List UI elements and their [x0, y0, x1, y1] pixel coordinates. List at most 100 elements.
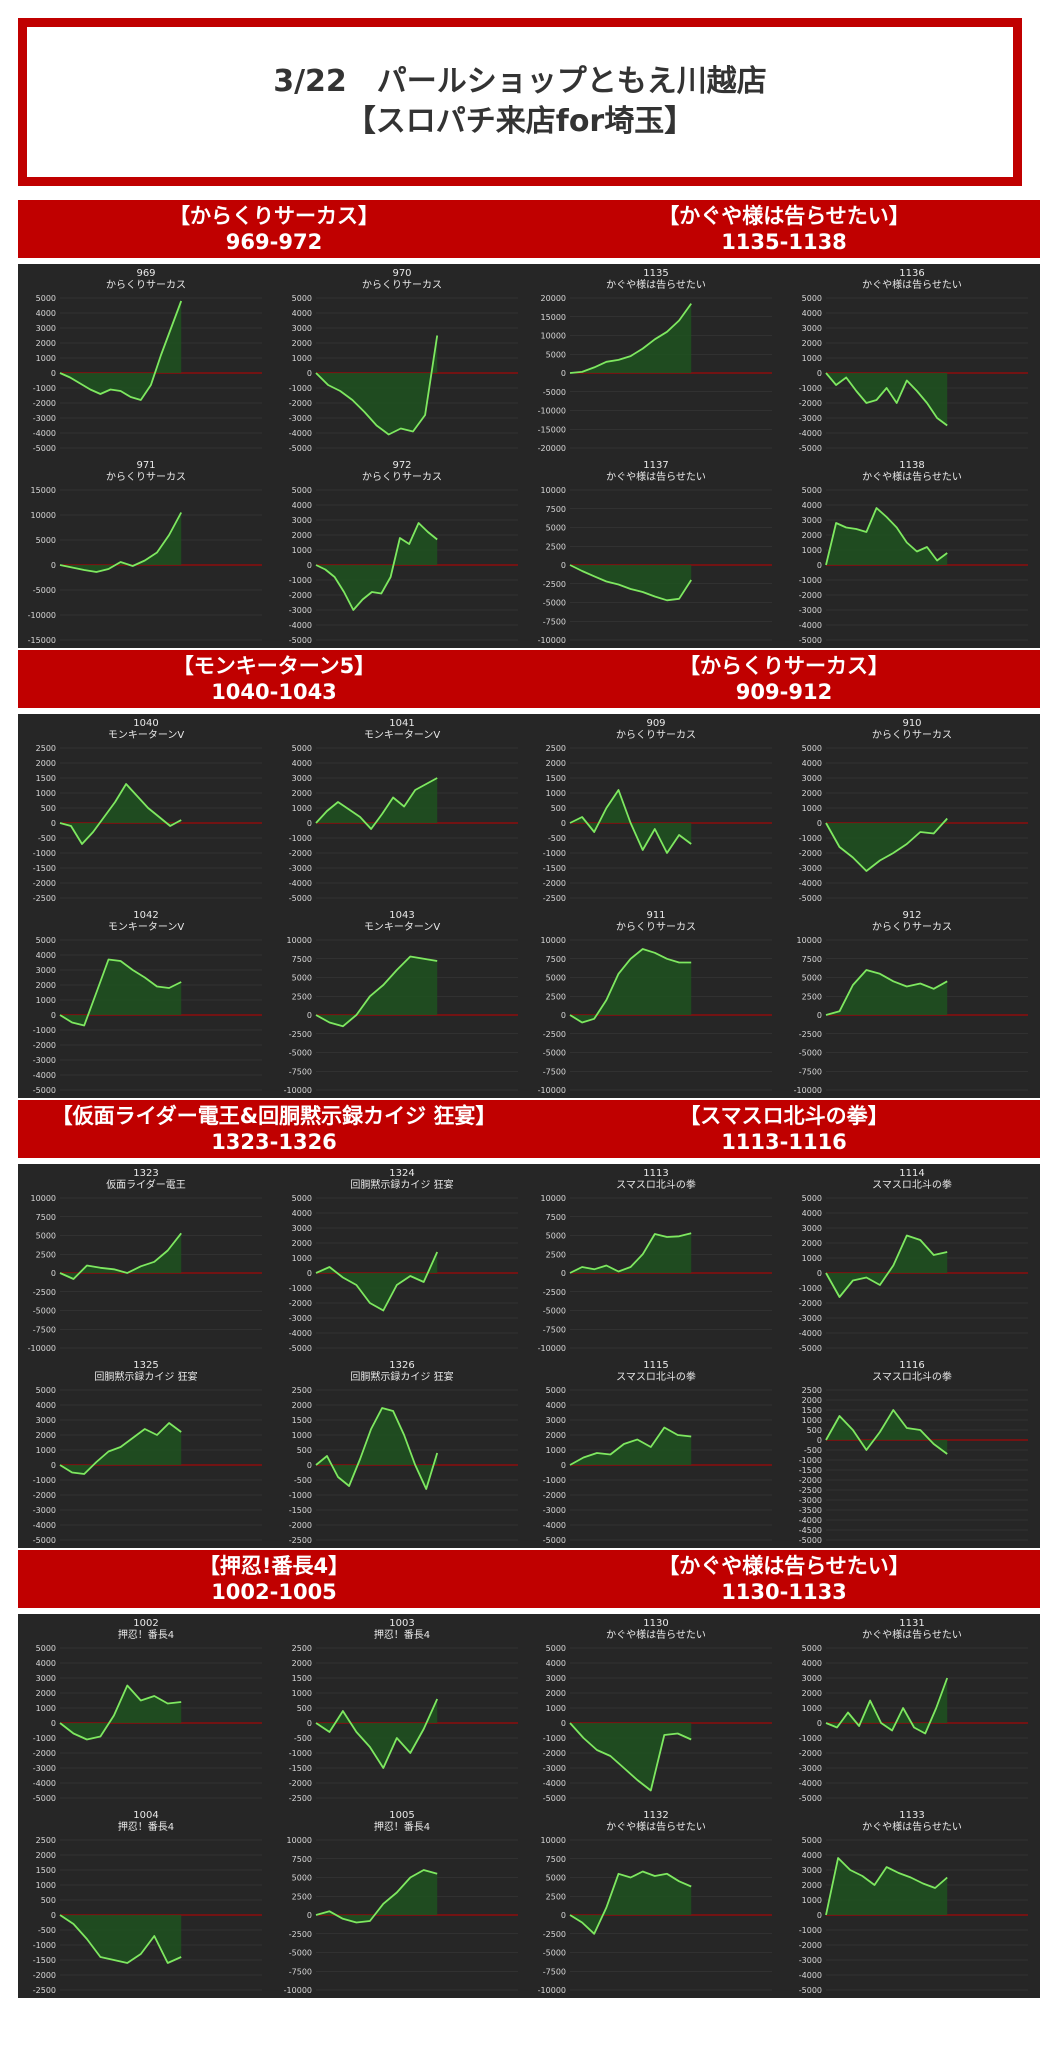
- series-area: [826, 373, 948, 426]
- chart-number: 1041: [389, 718, 415, 729]
- series-line: [825, 507, 948, 566]
- series-area: [826, 1410, 948, 1454]
- chart-title: からくりサーカス: [616, 730, 696, 741]
- series-line: [315, 1869, 438, 1924]
- chart-number: 972: [392, 460, 412, 471]
- chart-panel: 10000 7500 5000 2500 0 -2500 -5000 -7500 -10000 1…: [274, 1806, 530, 1998]
- chart-title: 仮面ライダー電王: [106, 1180, 186, 1191]
- y-tick-label: -2000: [289, 399, 312, 408]
- line-chart: 25002000150010005000-500-1000-1500-2000-…: [289, 1644, 518, 1803]
- series-area: [60, 1233, 182, 1279]
- y-tick-label: -2000: [289, 1299, 312, 1308]
- line-chart: 5000 4000 3000 2000 1000 0 -1000 -2000 -3000 -400…: [799, 294, 1028, 453]
- series-line: [825, 1234, 948, 1298]
- y-tick-label: -7500: [543, 1325, 566, 1334]
- y-tick-label: 7500: [546, 1855, 566, 1864]
- chart-title: からくりサーカス: [616, 922, 696, 933]
- y-tick-label: 7500: [292, 955, 312, 964]
- section-header: 【仮面ライダー電王&回胴黙示録カイジ 狂宴】 1323-1326: [18, 1100, 530, 1158]
- series-line: [569, 1722, 692, 1792]
- y-tick-label: 2500: [36, 744, 56, 753]
- y-tick-label: -4000: [799, 1779, 822, 1788]
- y-tick-label: -4000: [33, 429, 56, 438]
- series-line: [59, 958, 182, 1027]
- line-chart: 10000 7500 5000 2500 0 -2500 -5000 -7500 -10000: [538, 1194, 772, 1353]
- chart-number: 969: [136, 268, 156, 279]
- y-tick-label: -1000: [289, 1491, 312, 1500]
- series-area: [570, 1723, 692, 1791]
- y-tick-label: -3000: [33, 1056, 56, 1065]
- y-tick-label: -15000: [28, 636, 56, 645]
- series-area: [826, 1858, 948, 1915]
- chart-number: 1131: [899, 1618, 925, 1629]
- y-tick-label: -1000: [33, 1476, 56, 1485]
- chart-number: 1116: [899, 1360, 925, 1371]
- series-line: [315, 1698, 439, 1769]
- y-tick-label: -3000: [799, 1956, 822, 1965]
- y-tick-label: 1000: [36, 789, 56, 798]
- chart-title: かぐや様は告らせたい: [606, 472, 706, 483]
- section-chart-area: 10000 7500 5000 2500 0 -2500 -5000 -7500 -10000 1…: [528, 1164, 1040, 1548]
- section-chart-area: 5000 4000 3000 2000 1000 0 -1000 -2000 -3000 -400…: [18, 1614, 530, 1998]
- chart-title: スマスロ北斗の拳: [872, 1372, 952, 1383]
- chart-panel: 10000 7500 5000 2500 0 -2500 -5000 -7500 -10000 1…: [528, 456, 784, 648]
- y-tick-label: 500: [297, 1704, 312, 1713]
- page-title: 3/22 パールショップともえ川越店: [273, 64, 767, 99]
- section-name: 【かぐや様は告らせたい】: [658, 1554, 910, 1578]
- chart-panel: 2500 2000 1500 1000 500 0 -500 -1000 -1500 -2000 -…: [18, 1806, 274, 1998]
- chart-title: 回胴黙示録カイジ 狂宴: [350, 1180, 454, 1191]
- y-tick-label: -20000: [538, 444, 566, 453]
- series-area: [316, 778, 438, 829]
- chart-title: 押忍！番長4: [117, 1822, 175, 1833]
- y-tick-label: 0: [307, 1911, 312, 1920]
- y-tick-label: 0: [561, 1461, 566, 1470]
- y-tick-label: 5000: [546, 1232, 566, 1241]
- series-line: [825, 1409, 948, 1455]
- y-tick-label: -2500: [33, 1986, 56, 1995]
- y-tick-label: -2000: [33, 1749, 56, 1758]
- y-tick-label: -2000: [33, 879, 56, 888]
- chart-number: 1115: [643, 1360, 669, 1371]
- series-area: [316, 1870, 438, 1923]
- y-tick-label: -5000: [289, 1344, 312, 1353]
- y-tick-label: 1000: [802, 1704, 822, 1713]
- section-chart-area: 2500 2000 1500 1000 500 0 -500 -1000 -1500 -2000-…: [528, 714, 1040, 1098]
- chart-panel: 5000 4000 3000 2000 1000 0 -1000 -2000 -3000 -400…: [18, 906, 274, 1098]
- y-tick-label: -500: [294, 1734, 312, 1743]
- y-tick-label: -4000: [33, 1071, 56, 1080]
- section-range: 1323-1326: [211, 1130, 337, 1154]
- y-tick-label: 1000: [292, 1431, 312, 1440]
- y-tick-label: 2000: [292, 1239, 312, 1248]
- chart-title: かぐや様は告らせたい: [862, 1630, 962, 1641]
- chart-number: 1042: [133, 910, 159, 921]
- y-tick-label: -2500: [799, 1030, 822, 1039]
- y-tick-label: 5000: [802, 1644, 822, 1653]
- chart-number: 1114: [899, 1168, 925, 1179]
- y-tick-label: 4000: [546, 1659, 566, 1668]
- line-chart: 25002000150010005000-500-1000-1500-2000-…: [799, 1386, 1028, 1545]
- line-chart: 5000 4000 3000 2000 1000 0 -1000 -2000 -3000 -400…: [33, 1644, 262, 1803]
- series-area: [826, 508, 948, 565]
- series-area: [60, 301, 182, 400]
- y-tick-label: 2000: [292, 531, 312, 540]
- y-tick-label: -1000: [799, 1284, 822, 1293]
- y-tick-label: 2000: [802, 531, 822, 540]
- series-line: [569, 1870, 692, 1935]
- y-tick-label: 0: [51, 1461, 56, 1470]
- chart-number: 1326: [389, 1360, 415, 1371]
- chart-title: スマスロ北斗の拳: [616, 1180, 696, 1191]
- section-chart-area: 10000 7500 5000 2500 0 -2500 -5000 -7500 -10000 1…: [18, 1164, 530, 1548]
- section-range: 1002-1005: [211, 1580, 337, 1604]
- y-tick-label: -2500: [543, 1930, 566, 1939]
- y-tick-label: -5000: [33, 1794, 56, 1803]
- section-header: 【モンキーターン5】 1040-1043: [18, 650, 530, 708]
- y-tick-label: -5000: [543, 1049, 566, 1058]
- y-tick-label: -10000: [284, 1086, 312, 1095]
- y-tick-label: 0: [561, 819, 566, 828]
- series-area: [570, 1233, 692, 1273]
- y-tick-label: 5000: [546, 350, 566, 359]
- y-tick-label: 3000: [292, 774, 312, 783]
- chart-panel: 10000 7500 5000 2500 0 -2500 -5000 -7500 -10000 9…: [528, 906, 784, 1098]
- y-tick-label: -1000: [543, 1734, 566, 1743]
- y-tick-label: -2000: [289, 591, 312, 600]
